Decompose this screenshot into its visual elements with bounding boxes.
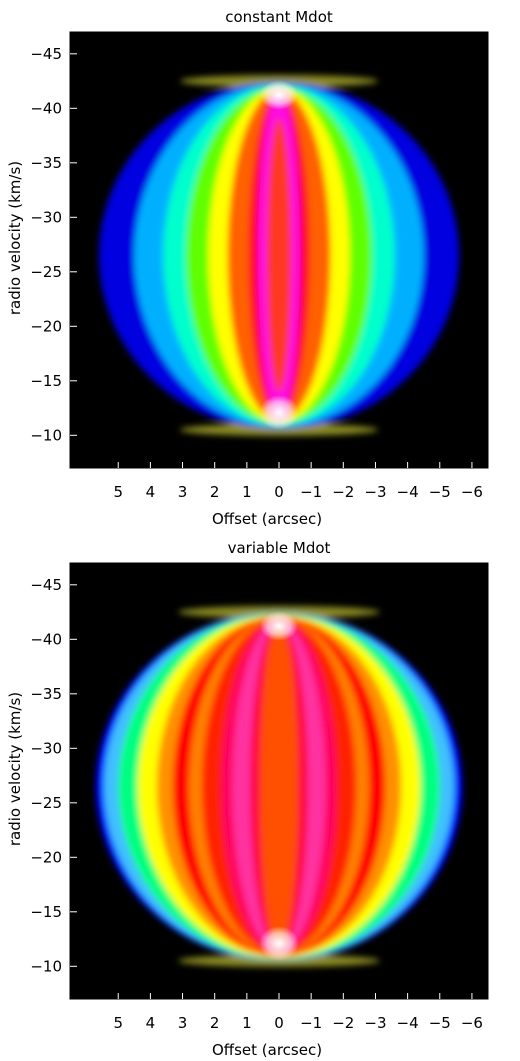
rim-bottom xyxy=(179,423,379,436)
x-tick-label: −4 xyxy=(397,1014,419,1032)
chart-title: constant Mdot xyxy=(225,8,333,26)
y-tick-label: −10 xyxy=(30,426,62,444)
x-tick-label: 2 xyxy=(210,483,220,501)
x-tick-label: −4 xyxy=(397,483,419,501)
x-tick-label: 3 xyxy=(178,1014,188,1032)
inner-core xyxy=(266,650,292,923)
x-axis-label: Offset (arcsec) xyxy=(212,1041,322,1059)
x-tick-label: −3 xyxy=(364,1014,386,1032)
chart-panel-variable-mdot: variable Mdot 5 4 3 2 1 0 −1 −2 −3 −4 −5 −6 −45 −40 −35… xyxy=(0,531,520,1061)
x-tick-label: −5 xyxy=(429,483,451,501)
y-tick-label: −35 xyxy=(30,154,62,172)
y-tick-label: −25 xyxy=(30,263,62,281)
x-tick-label: 0 xyxy=(274,483,284,501)
y-tick-label: −25 xyxy=(30,794,62,812)
x-tick-label: −1 xyxy=(300,1014,322,1032)
x-tick-label: 1 xyxy=(242,1014,252,1032)
y-tick-label: −30 xyxy=(30,739,62,757)
y-tick-label: −20 xyxy=(30,317,62,335)
y-tick-label: −20 xyxy=(30,848,62,866)
x-tick-label: 1 xyxy=(242,483,252,501)
x-tick-label: 4 xyxy=(146,483,156,501)
emission-image xyxy=(98,75,460,436)
x-tick-label: 0 xyxy=(274,1014,284,1032)
y-axis-label: radio velocity (km/s) xyxy=(6,692,24,846)
y-tick-label: −35 xyxy=(30,685,62,703)
x-tick-label: 3 xyxy=(178,483,188,501)
x-tick-label: 2 xyxy=(210,1014,220,1032)
emission-image xyxy=(95,606,463,967)
y-tick-label: −15 xyxy=(30,903,62,921)
y-tick-label: −30 xyxy=(30,208,62,226)
x-tick-label: −2 xyxy=(332,1014,354,1032)
y-tick-label: −10 xyxy=(30,957,62,975)
chart-title: variable Mdot xyxy=(228,539,331,557)
bright-cap-bottom xyxy=(259,394,299,430)
x-tick-label: −3 xyxy=(364,483,386,501)
x-tick-label: −2 xyxy=(332,483,354,501)
inner-core xyxy=(266,119,292,392)
y-tick-label: −45 xyxy=(30,45,62,63)
x-tick-label: −6 xyxy=(461,1014,483,1032)
bright-cap-top xyxy=(259,611,299,641)
x-tick-label: −5 xyxy=(429,1014,451,1032)
y-tick-label: −40 xyxy=(30,99,62,117)
chart-panel-constant-mdot: constant Mdot 5 4 3 2 1 0 −1 −2 −3 −4 −5 −6 −45 −40 −35… xyxy=(0,0,520,530)
x-tick-label: −1 xyxy=(300,483,322,501)
x-tick-label: −6 xyxy=(461,483,483,501)
chart-constant-mdot: constant Mdot 5 4 3 2 1 0 −1 −2 −3 −4 −5 −6 −45 −40 −35… xyxy=(6,8,489,528)
bright-cap-top xyxy=(259,80,299,110)
x-tick-label: 5 xyxy=(113,1014,123,1032)
y-axis-label: radio velocity (km/s) xyxy=(6,161,24,315)
chart-variable-mdot: variable Mdot 5 4 3 2 1 0 −1 −2 −3 −4 −5 −6 −45 −40 −35… xyxy=(6,539,489,1059)
x-axis-label: Offset (arcsec) xyxy=(212,510,322,528)
y-tick-label: −15 xyxy=(30,372,62,390)
x-tick-label: 4 xyxy=(146,1014,156,1032)
y-tick-label: −40 xyxy=(30,630,62,648)
x-tick-label: 5 xyxy=(113,483,123,501)
bright-cap-bottom xyxy=(259,925,299,961)
y-tick-label: −45 xyxy=(30,576,62,594)
